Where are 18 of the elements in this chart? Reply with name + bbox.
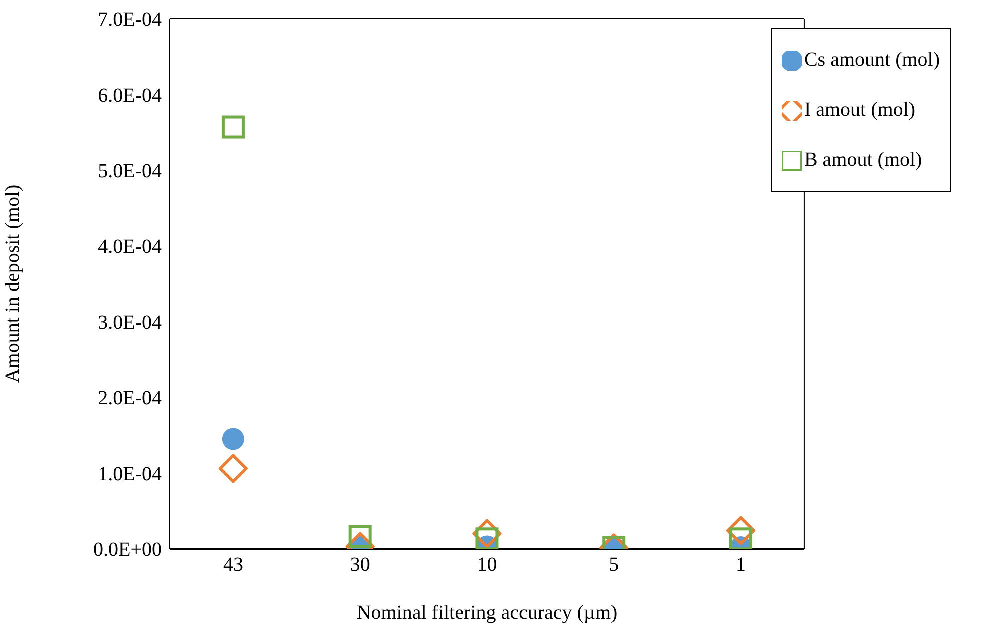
x-axis-title: Nominal filtering accuracy (µm) [356, 602, 618, 624]
x-tick-label: 30 [350, 554, 370, 576]
y-tick-label: 7.0E-04 [98, 9, 162, 32]
y-tick-label: 0.0E+00 [94, 539, 162, 562]
y-tick-label: 5.0E-04 [98, 160, 162, 183]
x-tick-label: 1 [736, 554, 746, 576]
y-tick-label: 6.0E-04 [98, 84, 162, 107]
x-tick-label: 43 [223, 554, 244, 576]
legend-label: Cs amount (mol) [803, 48, 940, 73]
y-tick-label: 2.0E-04 [98, 388, 162, 410]
legend-label: B amout (mol) [803, 148, 924, 173]
x-tick-label: 5 [609, 554, 620, 576]
y-tick-label: 4.0E-04 [98, 236, 162, 258]
y-axis-title: Amount in deposit (mol) [2, 184, 24, 384]
legend-label: I amout (mol) [803, 98, 917, 123]
x-tick-label: 10 [477, 554, 498, 576]
y-tick-label: 1.0E-04 [98, 463, 162, 486]
y-tick-label: 3.0E-04 [98, 312, 162, 334]
